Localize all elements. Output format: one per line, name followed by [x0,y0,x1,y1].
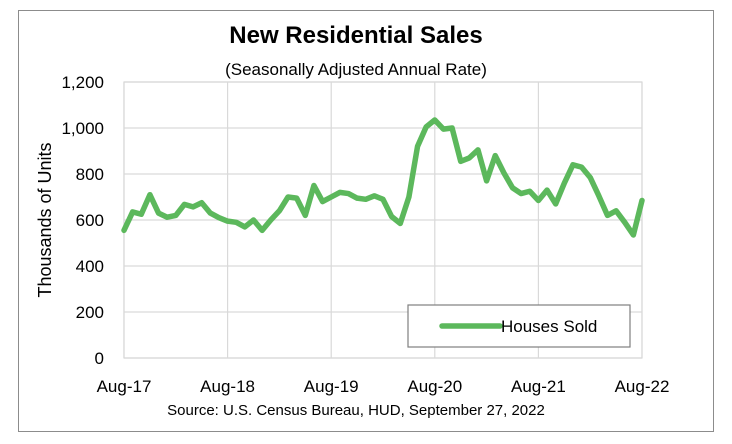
chart-subtitle: (Seasonally Adjusted Annual Rate) [225,60,487,79]
x-tick-label: Aug-22 [615,377,670,396]
y-tick-label: 800 [76,165,104,184]
chart-frame [18,10,714,432]
x-tick-label: Aug-18 [200,377,255,396]
plot-area-border [123,81,643,359]
y-tick-label: 600 [76,211,104,230]
x-tick-label: Aug-20 [407,377,462,396]
chart-source-note: Source: U.S. Census Bureau, HUD, Septemb… [167,402,545,419]
chart-title: New Residential Sales [229,22,483,49]
x-tick-label: Aug-17 [97,377,152,396]
y-tick-label: 1,000 [61,119,104,138]
y-axis-ticks: 0 200 400 600 800 1,000 1,200 [61,73,104,368]
x-axis-ticks: Aug-17 Aug-18 Aug-19 Aug-20 Aug-21 Aug-22 [97,377,670,396]
series-line-houses-sold [121,117,645,238]
x-tick-label: Aug-19 [304,377,359,396]
legend-label-houses-sold: Houses Sold [501,317,597,336]
y-tick-label: 1,200 [61,73,104,92]
legend: Houses Sold [407,304,631,348]
x-tick-label: Aug-21 [511,377,566,396]
y-axis-label: Thousands of Units [35,142,55,297]
y-tick-label: 0 [95,349,104,368]
y-tick-label: 200 [76,303,104,322]
series-layer [121,117,645,238]
y-tick-label: 400 [76,257,104,276]
